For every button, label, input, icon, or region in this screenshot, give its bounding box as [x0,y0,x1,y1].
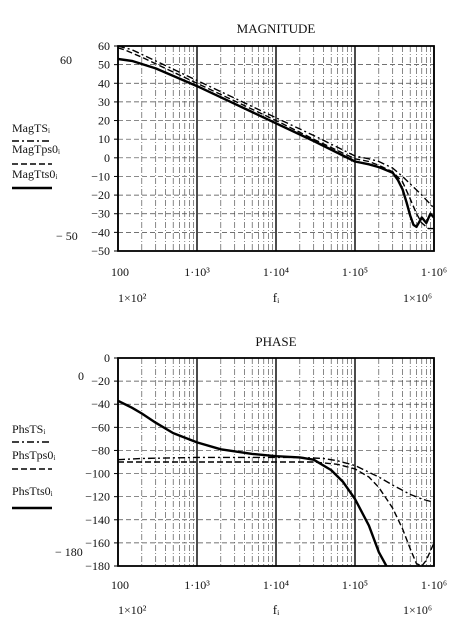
x-tick-label: 1·10⁴ [263,265,289,279]
y-range-label: − 180 [55,545,83,559]
plot-frame [117,45,435,252]
series-group [118,46,434,230]
x-tick-label: 1·10³ [184,578,210,592]
series-line-2 [118,399,388,566]
x-tick-label: 100 [111,578,129,592]
legend-label: PhsTSᵢ [12,422,45,436]
x-range-label-left: 1×10² [118,291,147,305]
series-line-0 [118,456,434,504]
y-tick-label: −20 [91,374,110,388]
x-range-label-left: 1×10² [118,603,147,617]
x-tick-label: 1·10⁶ [421,265,447,279]
y-tick-label: −80 [91,443,110,457]
y-tick-label: 30 [98,95,110,109]
y-tick-label: −30 [91,207,110,221]
y-tick-label: −50 [91,244,110,258]
y-tick-label: −60 [91,420,110,434]
y-tick-label: −160 [85,536,110,550]
legend-label: PhsTts0ᵢ [12,484,53,498]
y-tick-label: −100 [85,467,110,481]
chart-title: PHASE [255,334,296,349]
y-tick-label: −40 [91,397,110,411]
x-tick-label: 1·10⁵ [342,265,368,279]
x-tick-label: 100 [111,265,129,279]
x-tick-label: 1·10⁶ [421,578,447,592]
y-tick-label: −180 [85,559,110,573]
y-tick-label: 50 [98,58,110,72]
x-range-label-right: 1×10⁶ [403,603,432,617]
y-range-label: 0 [78,369,84,383]
chart-title: MAGNITUDE [237,21,316,36]
y-tick-label: 10 [98,132,110,146]
y-tick-label: 40 [98,76,110,90]
y-tick-label: −20 [91,188,110,202]
series-line-0 [118,46,434,209]
x-axis-label: fᵢ [273,290,280,305]
y-tick-label: 20 [98,114,110,128]
y-tick-label: −40 [91,225,110,239]
y-tick-label: −10 [91,169,110,183]
legend-label: PhsTps0ᵢ [12,448,55,462]
legend-label: MagTps0ᵢ [12,142,60,156]
y-tick-label: −140 [85,513,110,527]
x-tick-label: 1·10⁴ [263,578,289,592]
y-range-label: − 50 [56,229,78,243]
legend-label: MagTts0ᵢ [12,167,57,181]
y-tick-label: 60 [98,39,110,53]
x-range-label-right: 1×10⁶ [403,291,432,305]
x-tick-label: 1·10⁵ [342,578,368,592]
y-tick-label: −120 [85,490,110,504]
y-range-label: 60 [60,53,72,67]
y-tick-label: 0 [104,151,110,165]
legend-label: MagTSᵢ [12,121,50,135]
x-tick-label: 1·10³ [184,265,210,279]
series-line-1 [118,47,434,230]
x-axis-label: fᵢ [273,602,280,617]
series-group [118,399,434,566]
series-line-2 [118,57,434,229]
y-tick-label: 0 [104,351,110,365]
